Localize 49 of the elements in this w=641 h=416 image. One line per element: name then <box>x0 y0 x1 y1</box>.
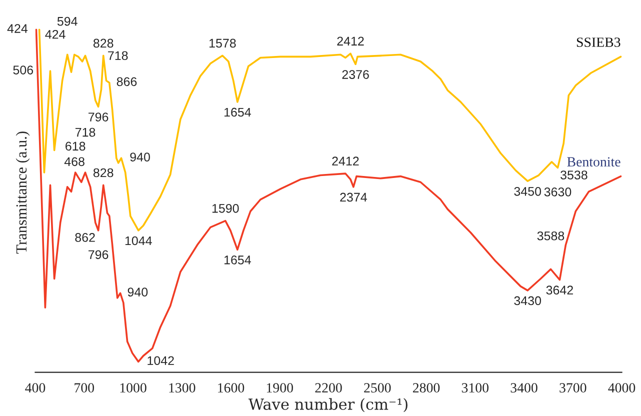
annotation: 3588 <box>537 231 564 240</box>
annotation: 3450 <box>514 186 542 196</box>
series-label: Bentonite <box>567 157 620 167</box>
annotation: 796 <box>88 112 108 122</box>
x-tick-label: 400 <box>25 383 46 393</box>
annotation: 3430 <box>514 296 542 306</box>
annotation: 2376 <box>342 70 369 79</box>
annotation: 940 <box>128 288 148 297</box>
annotation: 3630 <box>544 188 572 196</box>
annotation: 1042 <box>148 356 174 366</box>
x-axis-title: Wave number (cm⁻¹) <box>248 398 408 412</box>
annotation: 718 <box>75 128 96 137</box>
x-tick-label: 3700 <box>560 383 586 393</box>
annotation: 1654 <box>224 256 251 264</box>
annotation: 828 <box>93 38 114 48</box>
annotation: 1590 <box>212 204 239 213</box>
x-tick-label: 700 <box>74 383 94 393</box>
x-tick-label: 1900 <box>266 383 293 393</box>
annotation: 866 <box>116 77 137 86</box>
x-tick-label: 2800 <box>412 383 440 393</box>
y-axis-title: Transmittance (a.u.) <box>16 132 30 254</box>
annotation: 940 <box>130 152 150 162</box>
annotation: 424 <box>45 30 66 39</box>
annotation: 506 <box>13 66 34 74</box>
annotation: 1654 <box>224 108 251 117</box>
x-tick-label: 1000 <box>120 383 146 393</box>
annotation: 828 <box>93 168 114 178</box>
annotation: 468 <box>64 157 84 166</box>
annotation: 796 <box>88 250 108 260</box>
annotation: 2412 <box>332 156 359 166</box>
annotation: 1578 <box>210 38 236 48</box>
x-tick-label: 2500 <box>364 383 391 393</box>
annotation: 594 <box>57 16 78 26</box>
x-tick-label: 1300 <box>169 383 196 393</box>
annotation: 862 <box>75 233 95 242</box>
annotation: 1044 <box>125 236 152 246</box>
x-tick-label: 2200 <box>315 383 342 393</box>
annotation: 3538 <box>560 170 588 180</box>
x-tick-label: 4000 <box>608 383 636 393</box>
annotation: 3642 <box>546 286 573 295</box>
annotation: 2412 <box>337 36 364 46</box>
annotation: 424 <box>7 24 28 33</box>
x-tick-label: 3400 <box>510 383 538 393</box>
series-label: SSIEB3 <box>576 38 620 47</box>
annotation: 718 <box>108 51 128 60</box>
annotation: 618 <box>66 142 86 151</box>
x-tick-label: 1600 <box>218 383 244 393</box>
annotation: 2374 <box>340 192 367 202</box>
x-tick-label: 3100 <box>462 383 488 393</box>
